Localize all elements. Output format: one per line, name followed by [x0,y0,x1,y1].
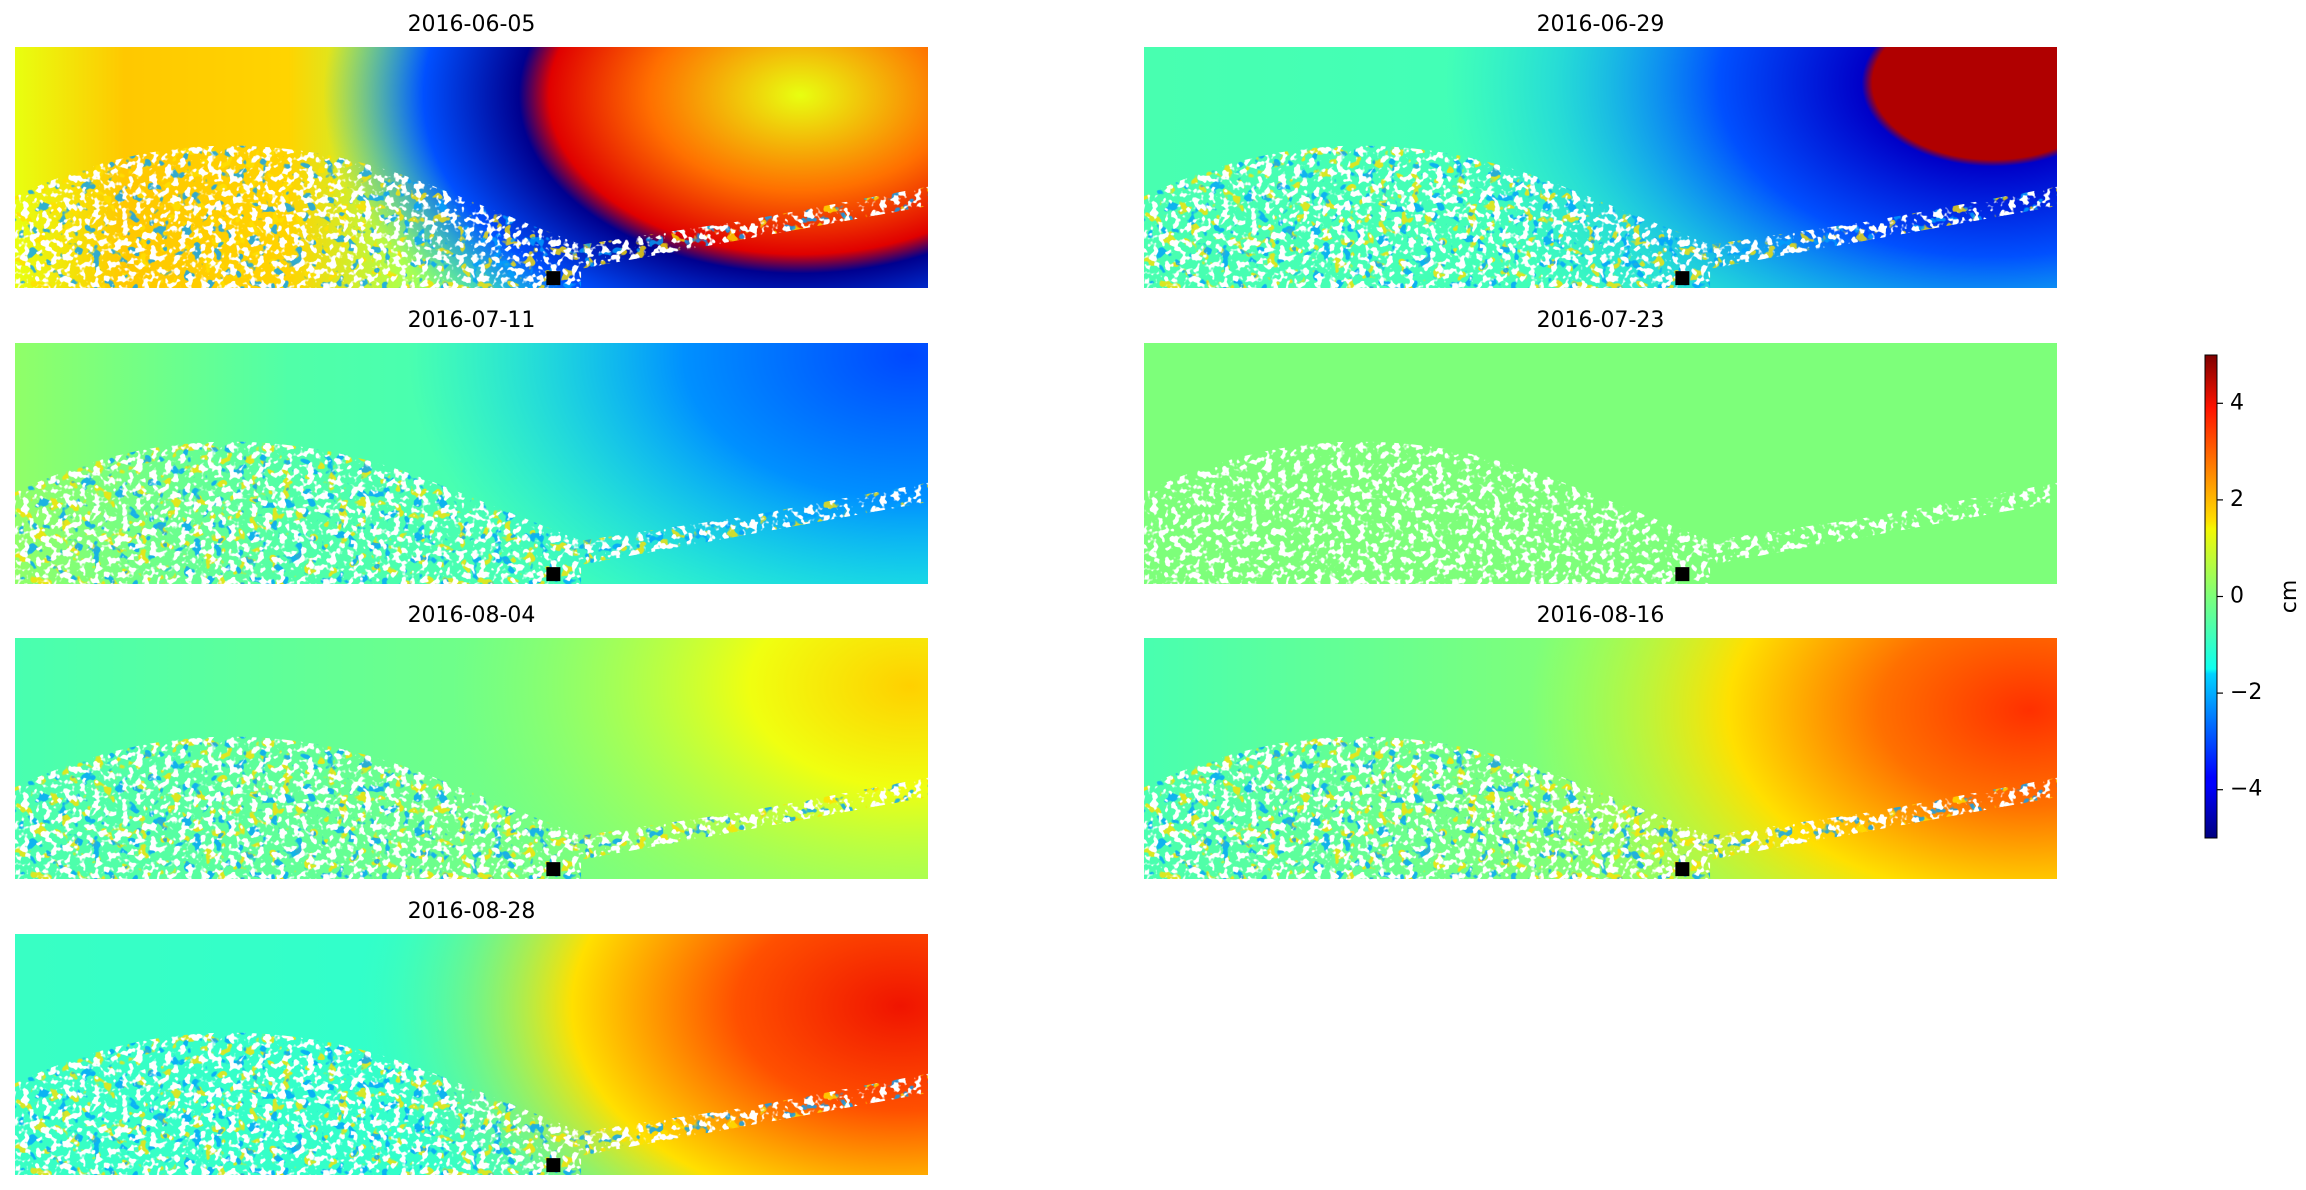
panel-title: 2016-07-23 [1537,308,1665,333]
reference-point [546,271,561,286]
panel [1144,47,2057,288]
colorbar [2204,354,2218,839]
panel-title: 2016-08-28 [408,899,536,924]
panel [15,343,928,584]
reference-point [546,862,561,877]
reference-point [1675,271,1690,286]
panel-title: 2016-08-04 [408,603,536,628]
colorbar-tick-label: −2 [2230,680,2262,705]
panel [15,47,928,288]
colorbar-tick-label: 4 [2230,390,2244,415]
panel [1144,638,2057,879]
panel [15,934,928,1175]
colorbar-label: cm [2277,580,2302,614]
panel-title: 2016-06-29 [1537,12,1665,37]
panel [15,638,928,879]
reference-point [546,1158,561,1173]
colorbar-tick-label: 2 [2230,487,2244,512]
reference-point [546,567,561,582]
panel-title: 2016-07-11 [408,308,536,333]
panel-title: 2016-06-05 [408,12,536,37]
colorbar-tick-label: 0 [2230,584,2244,609]
panel-title: 2016-08-16 [1537,603,1665,628]
panel [1144,343,2057,584]
reference-point [1675,862,1690,877]
colorbar-tick-label: −4 [2230,777,2262,802]
reference-point [1675,567,1690,582]
